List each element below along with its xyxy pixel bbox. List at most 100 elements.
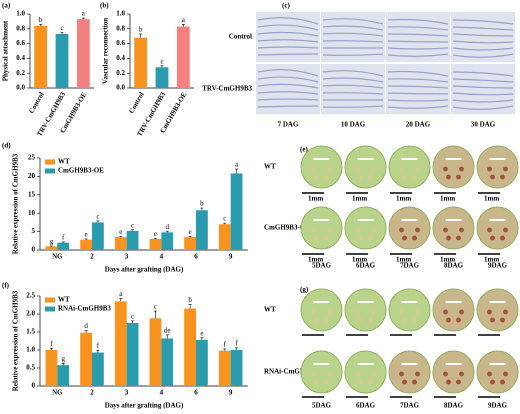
photo-seed: [446, 235, 451, 241]
photo: [300, 288, 343, 332]
photo-texture: [387, 33, 449, 37]
x-tick-label: NG: [52, 389, 63, 397]
photo: [476, 350, 519, 394]
bar: [45, 350, 58, 386]
photo-seed: [358, 317, 363, 323]
photo-seed: [358, 235, 363, 241]
photo-seed: [399, 227, 404, 233]
photo-seed: [503, 371, 508, 377]
x-tick-label: NG: [52, 253, 63, 261]
bar: [149, 318, 162, 386]
photo-texture: [322, 105, 384, 108]
photo-texture: [322, 32, 384, 37]
bar: [218, 350, 231, 386]
photo-seed: [314, 235, 319, 241]
bar: [92, 222, 104, 250]
significance-letter: a: [182, 16, 186, 24]
panel-label: (g): [300, 286, 309, 294]
photo-seed: [412, 235, 417, 241]
legend-swatch: [45, 297, 55, 303]
photo: [388, 145, 431, 189]
bar: [155, 67, 169, 88]
legend-label: RNAi-CmGH9B3: [58, 305, 111, 313]
photo-seed: [443, 227, 448, 233]
photo: [344, 206, 387, 250]
y-tick-label: 0.6: [116, 39, 125, 47]
photo-seed: [500, 317, 505, 323]
significance-letter: b: [200, 200, 204, 208]
photo-seed: [402, 174, 407, 180]
bar: [114, 237, 127, 250]
photo-seed: [371, 166, 376, 172]
y-axis-label: Relative expression of CmGH9B3: [12, 153, 20, 254]
significance-letter: e: [189, 228, 192, 236]
column-label: 7DAG: [400, 262, 420, 270]
bar: [92, 352, 104, 386]
photo-seed: [371, 227, 376, 233]
photo-seed: [311, 309, 316, 315]
scale-label: 1mm: [352, 195, 367, 203]
y-tick-label: 5: [32, 227, 36, 235]
photo-seed: [415, 309, 420, 315]
photo-texture: [257, 17, 319, 25]
panel-label: (c): [282, 2, 290, 10]
bar: [218, 224, 231, 250]
photo: [300, 206, 343, 250]
photo-texture: [387, 70, 449, 77]
photo: [388, 350, 431, 394]
photo-seed: [371, 309, 376, 315]
scale-label: 1mm: [484, 256, 499, 264]
significance-letter: b: [139, 26, 143, 34]
x-tick-label: 2: [90, 253, 94, 261]
photo-seed: [355, 371, 360, 377]
photo-texture: [257, 69, 319, 77]
photo-seed: [327, 371, 332, 377]
row-label: WT: [264, 306, 276, 314]
bar: [80, 239, 92, 250]
photo-seed: [368, 379, 373, 385]
photo-texture: [387, 99, 449, 102]
legend-swatch: [45, 159, 55, 165]
legend-label: CmGH9B3-OE: [58, 167, 104, 175]
bar: [80, 332, 92, 386]
photo-seed: [311, 166, 316, 172]
column-label: 9DAG: [488, 402, 508, 410]
photo-seed: [402, 379, 407, 385]
legend-label: WT: [58, 296, 70, 304]
photo-texture: [322, 18, 384, 25]
y-tick-label: 0: [32, 246, 36, 254]
photo-texture: [257, 91, 319, 95]
photo-seed: [487, 371, 492, 377]
photo-seed: [355, 166, 360, 172]
y-tick-label: 0.5: [26, 364, 35, 372]
significance-letter: b: [39, 16, 43, 24]
legend-swatch: [45, 168, 55, 174]
significance-letter: f: [224, 341, 227, 349]
photo-seed: [503, 227, 508, 233]
bar: [114, 301, 127, 386]
bar: [196, 210, 208, 250]
photo-texture: [257, 83, 319, 89]
y-axis-label: Vascular reconnection: [102, 18, 110, 84]
photo-seed: [487, 309, 492, 315]
x-tick-label: 2: [90, 389, 94, 397]
photo-seed: [311, 227, 316, 233]
column-label: 5DAG: [312, 402, 332, 410]
photo-seed: [490, 379, 495, 385]
y-tick-label: 0.0: [16, 84, 25, 92]
photo-seed: [368, 235, 373, 241]
x-tick-label: 9: [229, 389, 233, 397]
photo-seed: [500, 379, 505, 385]
photo-texture: [322, 92, 384, 95]
y-tick-label: 0.4: [16, 54, 25, 62]
photo-seed: [443, 309, 448, 315]
photo-seed: [459, 227, 464, 233]
photo-texture: [387, 40, 449, 43]
photo-seed: [443, 371, 448, 377]
photo-texture: [257, 53, 319, 56]
bar: [57, 242, 70, 250]
y-tick-label: 1.0: [116, 10, 125, 18]
photo-seed: [324, 379, 329, 385]
significance-letter: a: [119, 290, 123, 298]
panel-label: (d): [2, 142, 11, 150]
